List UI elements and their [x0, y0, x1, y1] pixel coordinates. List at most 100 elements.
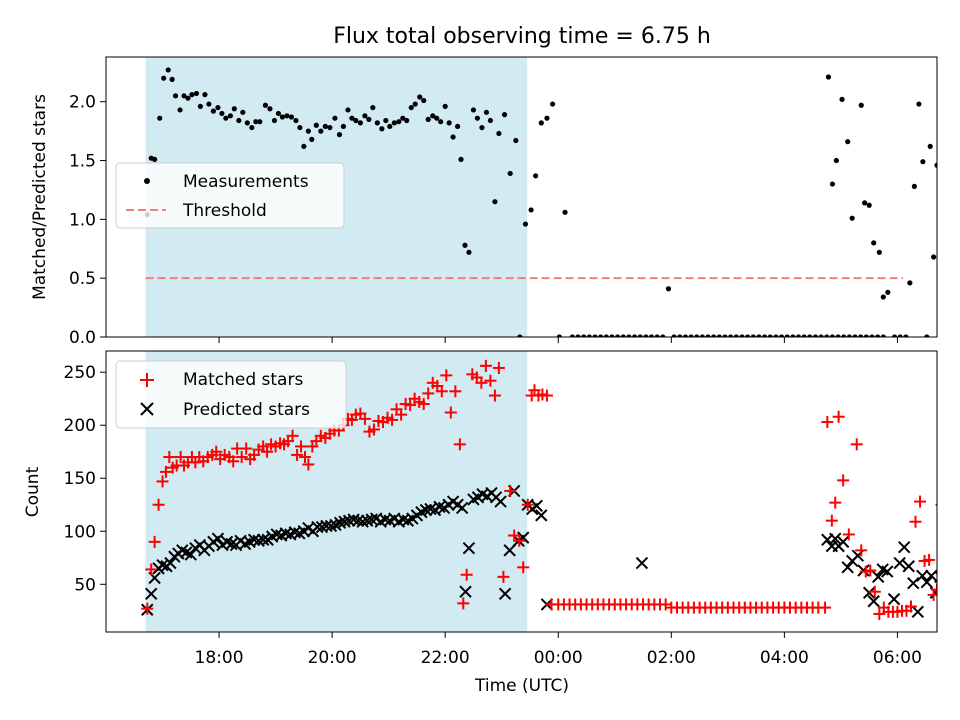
x-tick-label: 20:00: [308, 648, 357, 668]
measurement-point: [549, 101, 556, 107]
measurement-point: [733, 334, 739, 337]
measurement-point: [450, 134, 456, 140]
bottom-y-tick-label: 100: [64, 522, 96, 542]
measurement-point: [858, 102, 864, 108]
measurement-point: [643, 334, 649, 337]
measurement-point: [455, 123, 461, 130]
measurement-point: [631, 334, 638, 337]
matched-star-point: [819, 601, 832, 614]
bottom-y-tick-label: 200: [64, 416, 96, 436]
measurement-point: [279, 114, 285, 120]
predicted-star-point: [156, 558, 169, 572]
predicted-star-point: [365, 513, 378, 526]
measurement-point: [903, 334, 909, 337]
matched-star-point: [904, 600, 917, 613]
measurement-point: [575, 334, 581, 337]
measurement-point: [288, 114, 295, 120]
measurement-point: [592, 334, 598, 337]
matched-star-point: [163, 451, 176, 464]
measurement-point: [885, 289, 891, 295]
chart-title: Flux total observing time = 6.75 h: [333, 24, 711, 49]
matched-star-point: [517, 561, 530, 574]
measurement-point: [474, 115, 481, 121]
matched-star-point: [295, 440, 308, 453]
measurement-point: [189, 92, 195, 98]
matched-star-point: [386, 413, 399, 426]
matched-star-point: [873, 607, 886, 620]
measurement-point: [496, 130, 502, 137]
predicted-star-point: [455, 501, 469, 515]
measurement-point: [829, 181, 836, 187]
measurement-point: [466, 249, 472, 255]
measurement-point: [880, 334, 886, 337]
matched-star-point: [449, 385, 462, 398]
matched-star-point: [460, 568, 473, 581]
measurement-point: [931, 254, 937, 260]
predicted-star-point: [360, 514, 374, 527]
top-legend: Measurements Threshold: [115, 162, 345, 229]
measurement-point: [400, 115, 406, 121]
measurement-point: [839, 96, 845, 102]
matched-star-point: [358, 412, 371, 425]
measurement-point: [387, 123, 393, 130]
legend-threshold-label: Threshold: [182, 201, 267, 221]
measurement-point: [309, 136, 315, 142]
predicted-star-point: [887, 592, 901, 606]
measurement-point: [223, 115, 229, 121]
x-tick-label: 02:00: [647, 648, 696, 668]
matched-star-point: [159, 465, 172, 478]
matched-star-point: [261, 445, 274, 458]
x-axis-label: Time (UTC): [474, 676, 569, 696]
predicted-star-point: [893, 556, 906, 570]
matched-star-point: [939, 510, 951, 522]
matched-star-point: [435, 385, 448, 398]
predicted-star-point: [145, 587, 158, 601]
predicted-star-point: [419, 503, 433, 517]
measurement-point: [404, 117, 410, 124]
x-tick-label: 06:00: [873, 648, 922, 668]
measurement-point: [522, 221, 529, 227]
measurement-point: [236, 117, 242, 124]
measurement-point: [434, 115, 440, 121]
matched-star-point: [513, 534, 526, 547]
measurement-point: [699, 334, 705, 337]
predicted-star-point: [164, 556, 177, 570]
matched-star-point: [227, 455, 240, 468]
measurement-point: [892, 334, 898, 337]
measurement-point: [181, 93, 187, 99]
measurement-point: [911, 183, 917, 190]
measurement-point: [866, 202, 872, 208]
matched-star-point: [440, 369, 453, 382]
measurement-point: [660, 334, 666, 337]
measurement-point: [253, 119, 259, 125]
matched-star-point: [540, 389, 553, 402]
predicted-star-point: [907, 577, 920, 590]
legend-predicted-label: Predicted stars: [183, 400, 310, 420]
measurement-point: [934, 162, 937, 168]
matched-star-point: [850, 438, 863, 451]
matched-star-point: [868, 585, 881, 598]
measurement-point: [943, 101, 948, 106]
measurement-point: [812, 334, 819, 337]
measurement-point: [193, 90, 200, 97]
predicted-star-point: [898, 540, 911, 554]
measurement-point: [262, 102, 269, 108]
measurement-point: [161, 75, 167, 81]
measurement-point: [745, 334, 751, 337]
matched-star-point: [148, 535, 161, 548]
measurement-point: [215, 104, 221, 111]
predicted-star-point: [836, 535, 850, 549]
top-y-tick-label: 0.0: [69, 328, 96, 348]
measurement-point: [340, 123, 347, 130]
measurement-point: [487, 117, 494, 124]
x-tick-label: 00:00: [534, 648, 583, 668]
matched-star-point: [417, 398, 430, 411]
matched-star-point: [909, 515, 922, 528]
measurement-point: [927, 143, 933, 150]
matched-star-point: [837, 474, 850, 487]
measurement-point: [598, 334, 604, 337]
matched-star-point: [302, 458, 315, 471]
matched-star-point: [504, 484, 517, 497]
matched-star-point: [457, 597, 470, 610]
measurement-point: [267, 106, 273, 112]
